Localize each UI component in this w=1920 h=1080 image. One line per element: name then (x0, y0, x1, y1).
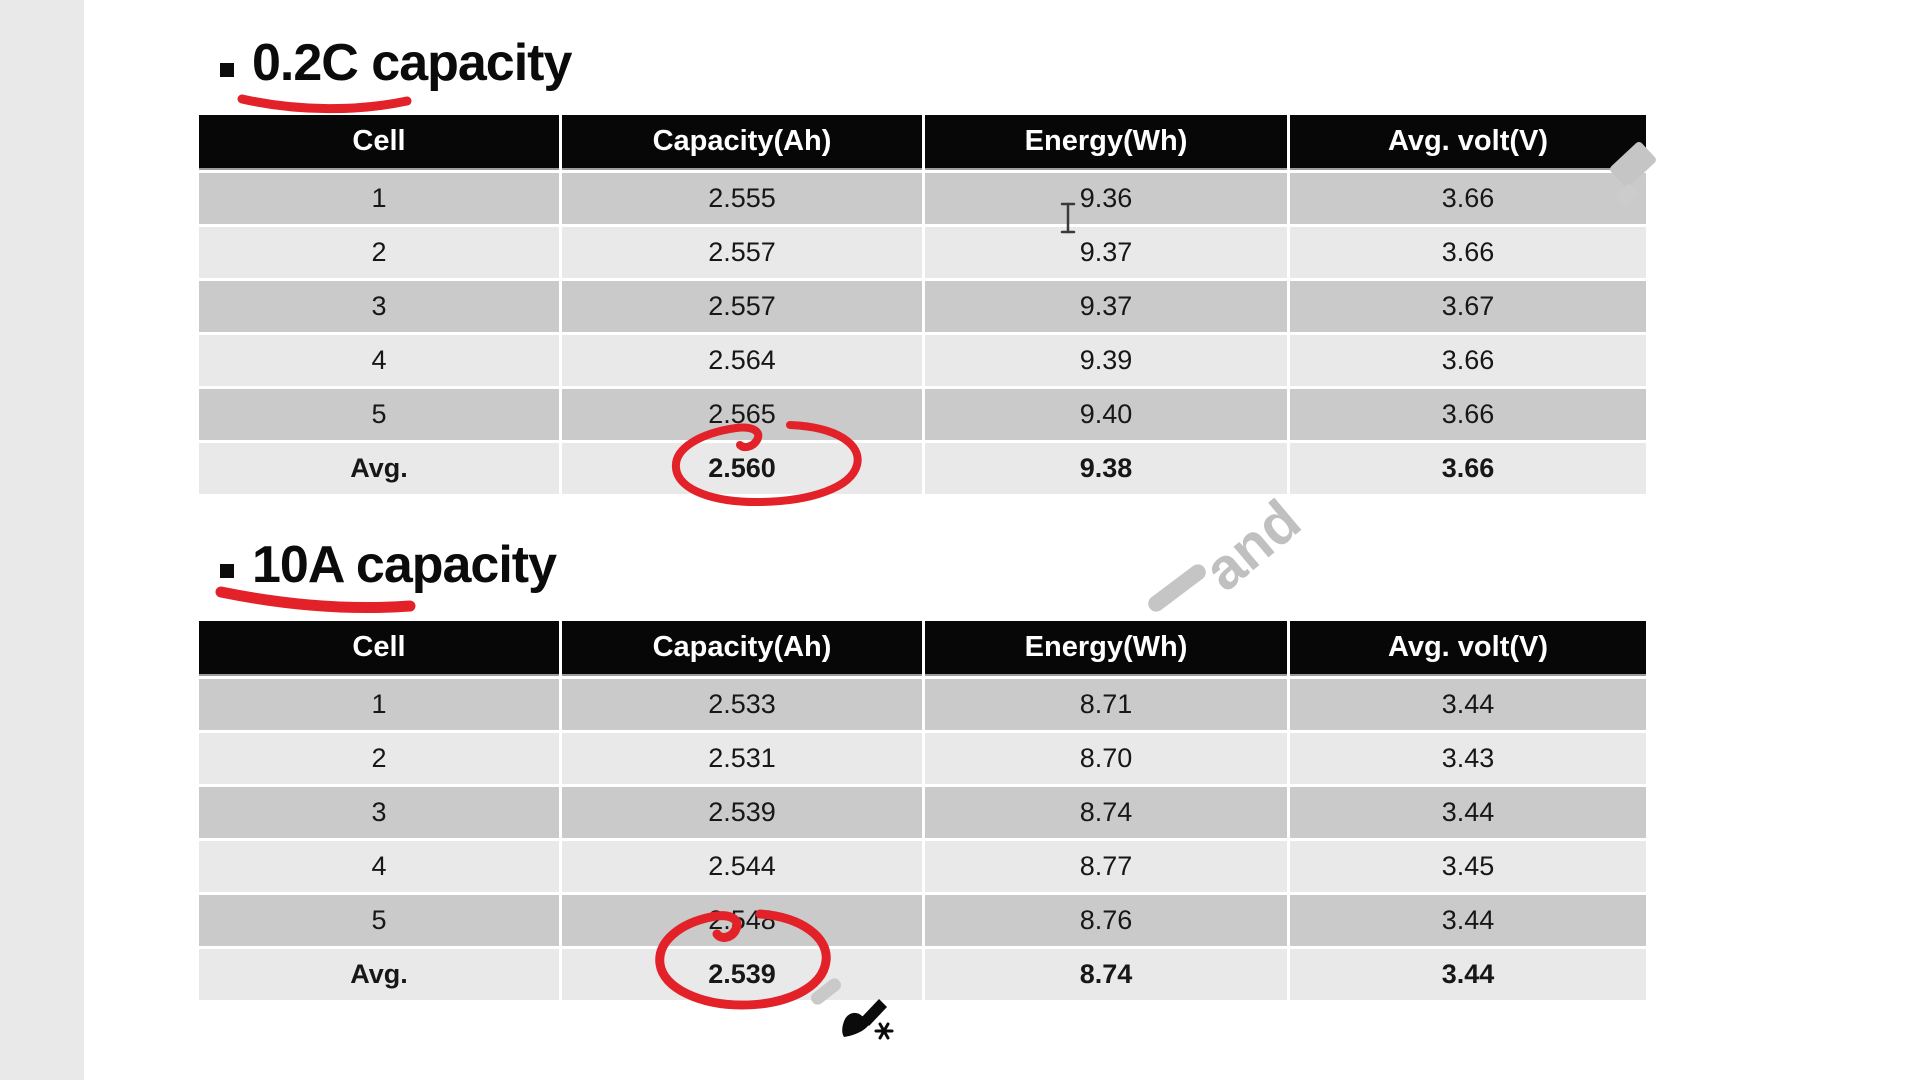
avg-row-cell: 8.74 (925, 949, 1287, 1000)
table-cell: 8.70 (925, 733, 1287, 784)
table-cell: 2.564 (562, 335, 922, 386)
table-cell: 3.66 (1290, 335, 1646, 386)
column-header: Cell (199, 621, 559, 676)
table-cell: 2.548 (562, 895, 922, 946)
bullet-icon (220, 63, 234, 77)
table-cell: 2.533 (562, 679, 922, 730)
avg-row-cell: 2.539 (562, 949, 922, 1000)
watermark-text: and (1191, 486, 1313, 604)
table-cell: 3.44 (1290, 895, 1646, 946)
capacity-table-10a: Cell Capacity(Ah) Energy(Wh) Avg. volt(V) 1 2… (199, 621, 1646, 1000)
table-cell: 2.565 (562, 389, 922, 440)
table-cell: 3.66 (1290, 389, 1646, 440)
column-header: Avg. volt(V) (1290, 621, 1646, 676)
table-cell: 3.66 (1290, 227, 1646, 278)
paintbrush-cursor (842, 999, 887, 1037)
avg-row-cell: Avg. (199, 949, 559, 1000)
table-cell: 9.37 (925, 281, 1287, 332)
red-underline-annotation (237, 94, 412, 114)
section-2-title: 10A capacity (252, 536, 557, 594)
column-header: Capacity(Ah) (562, 115, 922, 170)
table-cell: 1 (199, 173, 559, 224)
table-cell: 8.77 (925, 841, 1287, 892)
avg-row-cell: 9.38 (925, 443, 1287, 494)
avg-row-cell: Avg. (199, 443, 559, 494)
table-cell: 8.74 (925, 787, 1287, 838)
table-cell: 9.36 (925, 173, 1287, 224)
table-cell: 4 (199, 335, 559, 386)
table-cell: 2.557 (562, 281, 922, 332)
capacity-table-0-2c: Cell Capacity(Ah) Energy(Wh) Avg. volt(V) 1 2… (199, 115, 1646, 494)
table-cell: 3 (199, 787, 559, 838)
avg-row-cell: 3.66 (1290, 443, 1646, 494)
table-cell: 3.44 (1290, 679, 1646, 730)
table-cell: 8.76 (925, 895, 1287, 946)
table-cell: 2.555 (562, 173, 922, 224)
table-cell: 4 (199, 841, 559, 892)
sparkle-asterisk-icon (874, 1022, 894, 1040)
column-header: Cell (199, 115, 559, 170)
table-cell: 3.43 (1290, 733, 1646, 784)
table-cell: 9.40 (925, 389, 1287, 440)
column-header: Energy(Wh) (925, 621, 1287, 676)
table-cell: 3 (199, 281, 559, 332)
table-cell: 2.531 (562, 733, 922, 784)
left-gutter (0, 0, 84, 1080)
table-cell: 2 (199, 733, 559, 784)
table-cell: 3.45 (1290, 841, 1646, 892)
table-cell: 3.67 (1290, 281, 1646, 332)
column-header: Avg. volt(V) (1290, 115, 1646, 170)
avg-row-cell: 3.44 (1290, 949, 1646, 1000)
watermark-fragment (1145, 561, 1209, 615)
table-cell: 8.71 (925, 679, 1287, 730)
column-header: Capacity(Ah) (562, 621, 922, 676)
table-cell: 2 (199, 227, 559, 278)
table-cell: 3.44 (1290, 787, 1646, 838)
table-cell: 1 (199, 679, 559, 730)
table-cell: 3.66 (1290, 173, 1646, 224)
table-cell: 2.544 (562, 841, 922, 892)
table-cell: 5 (199, 895, 559, 946)
section-1-title: 0.2C capacity (252, 34, 572, 92)
column-header: Energy(Wh) (925, 115, 1287, 170)
table-cell: 5 (199, 389, 559, 440)
table-cell: 9.39 (925, 335, 1287, 386)
table-cell: 9.37 (925, 227, 1287, 278)
red-underline-annotation (215, 586, 416, 613)
table-cell: 2.539 (562, 787, 922, 838)
bullet-icon (220, 564, 234, 578)
avg-row-cell: 2.560 (562, 443, 922, 494)
table-cell: 2.557 (562, 227, 922, 278)
